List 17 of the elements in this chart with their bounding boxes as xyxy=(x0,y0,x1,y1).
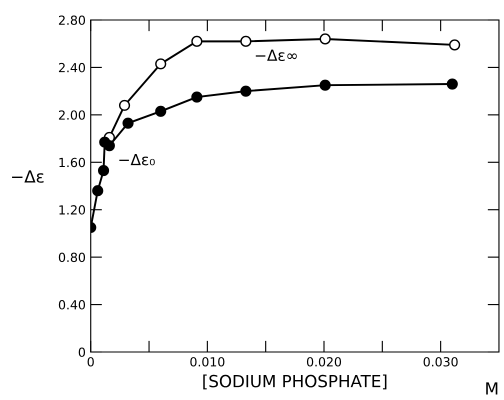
series-label: −Δε∞ xyxy=(256,50,297,62)
x-axis-title: [SODIUM PHOSPHATE] xyxy=(203,374,386,390)
x-tick-label: 0 xyxy=(88,357,94,367)
y-tick-label: 2.80 xyxy=(58,15,86,25)
series-label: −Δε₀ xyxy=(119,154,155,166)
y-tick-label: 2.00 xyxy=(58,110,86,120)
y-tick-label: 2.40 xyxy=(58,62,86,72)
text: M xyxy=(486,382,498,395)
x-tick-label: 0.010 xyxy=(190,357,224,367)
x-tick-label: 0.020 xyxy=(306,357,342,367)
y-axis-title: −Δε xyxy=(12,170,44,183)
y-tick-label: 1.60 xyxy=(59,158,86,168)
y-tick-label: 0.40 xyxy=(58,300,86,310)
y-tick-label: 0.80 xyxy=(58,252,86,262)
y-tick-label: 1.20 xyxy=(59,205,86,215)
x-tick-label: 0.030 xyxy=(424,357,458,367)
y-tick-label: 0 xyxy=(78,347,86,357)
